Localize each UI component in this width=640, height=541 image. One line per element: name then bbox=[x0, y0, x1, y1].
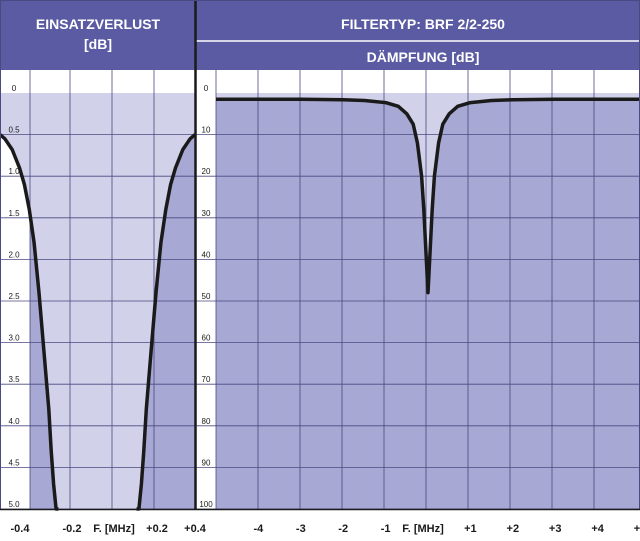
left-x-tick-label: +0.4 bbox=[184, 523, 207, 535]
right-x-tick-label: +4 bbox=[591, 523, 604, 535]
right-y-tick-label: 20 bbox=[202, 167, 211, 176]
right-passband-fill bbox=[216, 93, 640, 293]
left-top-band bbox=[0, 70, 195, 93]
left-y-tick-label: 0 bbox=[12, 84, 17, 93]
left-response-curve-0 bbox=[0, 133, 59, 511]
left-response-curve-1 bbox=[136, 133, 197, 511]
right-x-tick-label: +1 bbox=[464, 523, 477, 535]
right-y-tick-label: 40 bbox=[202, 250, 211, 259]
left-plot-area: 0 0.5 1.0 1.5 2.0 2.5 3.0 3.5 4.0 4.5 5.0 bbox=[0, 70, 197, 511]
left-y-tick-label: 5.0 bbox=[8, 500, 20, 509]
right-response-curve-0 bbox=[216, 97, 640, 295]
left-header-title: EINSATZVERLUST bbox=[36, 16, 161, 32]
right-top-band bbox=[196, 70, 640, 93]
left-y-tick-label: 4.0 bbox=[8, 417, 20, 426]
right-y-tick-label: 60 bbox=[202, 334, 211, 343]
right-header-subtitle: DÄMPFUNG [dB] bbox=[367, 49, 480, 65]
right-x-axis-label: F. [MHz] bbox=[402, 523, 444, 535]
left-y-tick-label: 1.5 bbox=[8, 209, 20, 218]
right-y-tick-label: 10 bbox=[202, 126, 211, 135]
left-y-tick-label: 0.5 bbox=[8, 126, 20, 135]
right-y-tick-label: 90 bbox=[202, 458, 211, 467]
right-x-tick-label: -2 bbox=[338, 523, 348, 535]
right-y-tick-label: 100 bbox=[199, 500, 213, 509]
right-x-tick-label: -3 bbox=[296, 523, 306, 535]
right-y-tick-label: 70 bbox=[202, 375, 211, 384]
left-x-tick-label: -0.4 bbox=[11, 523, 31, 535]
right-y-tick-label: 30 bbox=[202, 209, 211, 218]
right-y-tick-label: 80 bbox=[202, 417, 211, 426]
right-header-bar bbox=[196, 0, 640, 70]
right-x-tick-label: +5 bbox=[634, 523, 640, 535]
left-y-tick-label: 4.5 bbox=[8, 458, 20, 467]
left-y-tick-label: 3.5 bbox=[8, 375, 20, 384]
left-header-bar bbox=[0, 0, 196, 70]
left-y-tick-label: 3.0 bbox=[8, 334, 20, 343]
right-y-tick-label: 0 bbox=[204, 84, 209, 93]
right-x-tick-label: +2 bbox=[507, 523, 520, 535]
left-header-unit: [dB] bbox=[84, 36, 112, 52]
x-tick-labels: -0.4 -0.2 +0.2 +0.4 -4 -3 -2 -1 +1 +2 +3 +4 +5 bbox=[11, 523, 640, 535]
right-plot-area: 0 10 20 30 40 50 60 70 80 90 100 bbox=[196, 70, 640, 510]
right-x-tick-label: -4 bbox=[254, 523, 265, 535]
left-x-tick-label: +0.2 bbox=[146, 523, 168, 535]
left-x-tick-label: -0.2 bbox=[63, 523, 82, 535]
right-x-tick-label: -1 bbox=[381, 523, 391, 535]
left-x-axis-label: F. [MHz] bbox=[93, 523, 135, 535]
right-header-title: FILTERTYP: BRF 2/2-250 bbox=[341, 16, 505, 32]
left-y-tick-label: 2.0 bbox=[8, 250, 20, 259]
right-x-tick-label: +3 bbox=[549, 523, 562, 535]
right-y-tick-label: 50 bbox=[202, 292, 211, 301]
left-y-tick-label: 1.0 bbox=[8, 167, 20, 176]
left-y-tick-label: 2.5 bbox=[8, 292, 20, 301]
